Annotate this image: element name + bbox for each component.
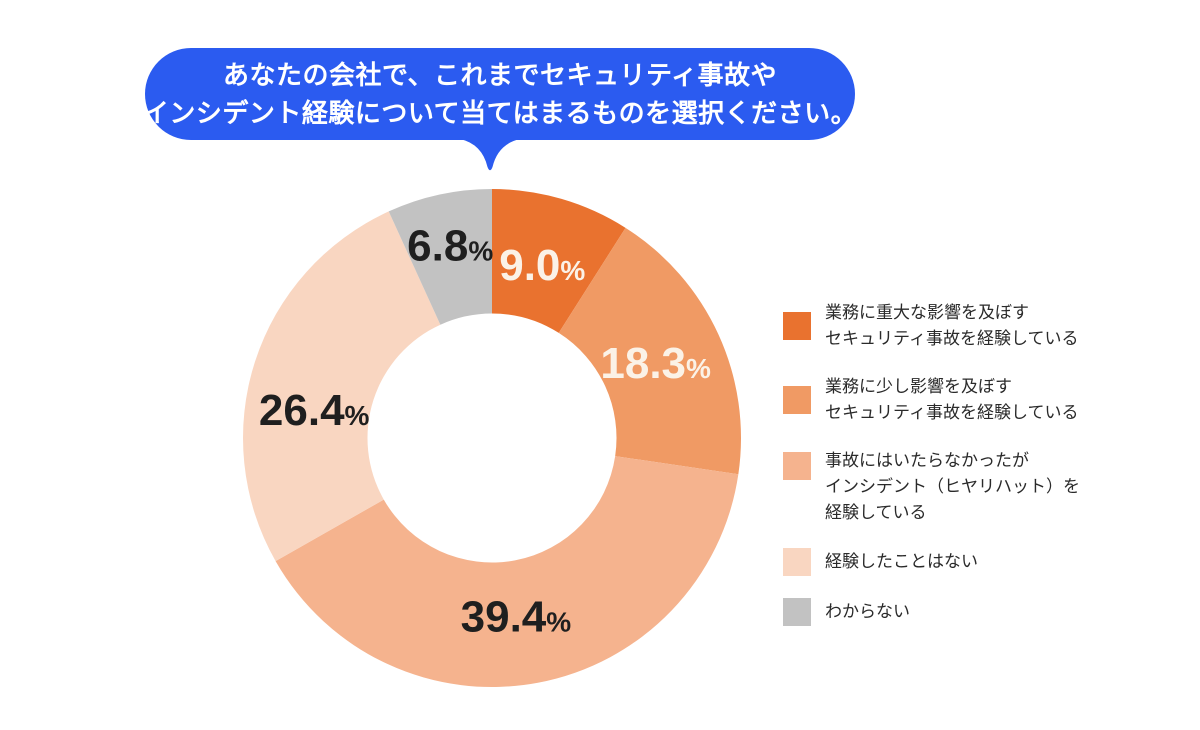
legend-item-3: 経験したことはない — [783, 548, 1143, 576]
donut-slice-0 — [492, 189, 626, 333]
legend: 業務に重大な影響を及ぼす セキュリティ事故を経験している 業務に少し影響を及ぼす セキ… — [783, 300, 1143, 626]
legend-item-4: わからない — [783, 598, 1143, 626]
question-bubble: あなたの会社で、これまでセキュリティ事故や インシデント経験について当てはまるも… — [142, 48, 858, 140]
donut-slice-2 — [275, 456, 739, 688]
legend-item-2: 事故にはいたらなかったが インシデント（ヒヤリハット）を 経験している — [783, 448, 1143, 526]
legend-swatch-3 — [783, 548, 811, 576]
bubble-tail-icon — [460, 139, 520, 171]
donut-slice-3 — [242, 211, 441, 562]
legend-label-1: 業務に少し影響を及ぼす セキュリティ事故を経験している — [825, 377, 1079, 422]
slice-value-label-0: 9.0% — [499, 241, 585, 290]
donut-chart: 9.0% 18.3% 39.4% 26.4% 6.8% — [242, 189, 741, 688]
question-text-line-1: あなたの会社で、これまでセキュリティ事故や — [223, 60, 777, 90]
legend-swatch-0 — [783, 312, 811, 340]
legend-swatch-1 — [783, 386, 811, 414]
legend-item-1: 業務に少し影響を及ぼす セキュリティ事故を経験している — [783, 374, 1143, 426]
slice-value-label-4: 6.8% — [407, 221, 493, 270]
slice-value-label-1: 18.3% — [600, 339, 711, 388]
donut-slice-1 — [558, 227, 741, 475]
legend-label-0: 業務に重大な影響を及ぼす セキュリティ事故を経験している — [825, 303, 1079, 348]
legend-label-3: 経験したことはない — [825, 552, 978, 571]
legend-label-4: わからない — [825, 602, 910, 621]
bubble-tail-shape — [460, 139, 520, 171]
slice-value-label-3: 26.4% — [259, 386, 370, 435]
legend-item-0: 業務に重大な影響を及ぼす セキュリティ事故を経験している — [783, 300, 1143, 352]
donut-slice-4 — [388, 189, 492, 325]
legend-label-2: 事故にはいたらなかったが インシデント（ヒヤリハット）を 経験している — [825, 451, 1080, 522]
slice-value-label-2: 39.4% — [461, 592, 572, 641]
question-text-line-2: インシデント経験について当てはまるものを選択ください。 — [142, 98, 858, 128]
legend-swatch-4 — [783, 598, 811, 626]
legend-swatch-2 — [783, 452, 811, 480]
